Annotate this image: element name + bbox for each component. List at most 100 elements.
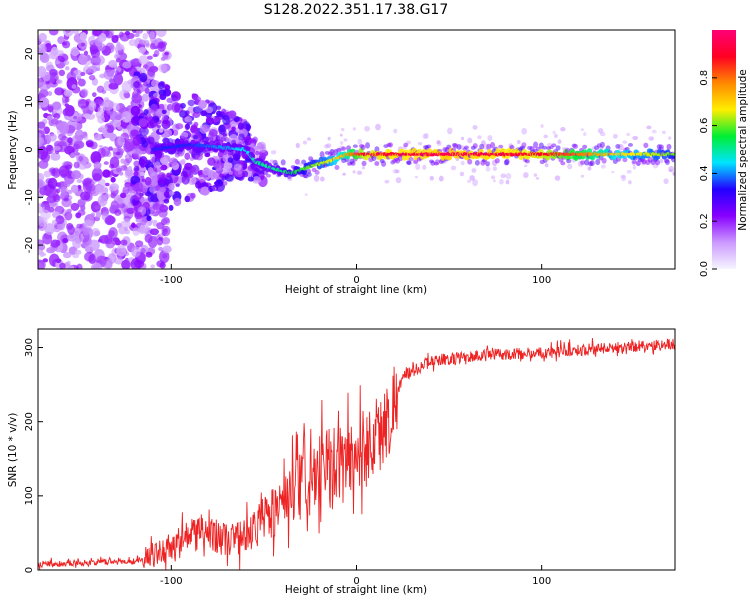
spectrogram-cell <box>223 162 233 169</box>
spectrogram-cell <box>222 114 231 126</box>
spectrogram-cell <box>119 31 124 38</box>
spectrogram-cell <box>91 227 100 237</box>
spectrogram-cell <box>474 159 480 166</box>
spectrogram-cell <box>319 151 325 158</box>
spectrogram-cell <box>71 84 77 89</box>
spectrogram-cell <box>499 178 504 185</box>
snr-y-tick-label: 100 <box>24 486 35 505</box>
spectrogram-cell <box>134 240 144 248</box>
spectrogram-cell <box>39 52 50 64</box>
spectrogram-cell <box>631 160 637 164</box>
spectrogram-cell <box>138 47 146 54</box>
spectrogram-cell <box>97 115 105 124</box>
spectrogram-cell <box>523 172 529 179</box>
spectrogram-cell <box>57 49 64 57</box>
spectrogram-cell <box>628 180 632 185</box>
spectrogram-cell <box>102 169 111 178</box>
spectrogram-cell <box>124 227 129 231</box>
spectrogram-cell <box>38 172 45 183</box>
spectrogram-cell <box>131 246 141 258</box>
spectrogram-cell <box>384 179 390 184</box>
spectrogram-cell <box>52 167 61 179</box>
spectrogram-cell <box>71 170 82 180</box>
spectrogram-cell <box>668 165 675 173</box>
spectrogram-cell <box>72 237 82 249</box>
spectrogram-cell <box>204 136 210 141</box>
spectrogram-cell <box>74 249 82 255</box>
spectrogram-cell <box>156 260 165 268</box>
snr-ylabel: SNR (10 * v/v) <box>7 413 19 488</box>
spectrogram-cell <box>228 110 237 119</box>
spectrogram-ylabel: Frequency (Hz) <box>7 110 19 189</box>
spectrogram-cell <box>103 161 109 165</box>
spectrogram-cell <box>221 108 227 115</box>
spectrogram-cell <box>106 124 115 134</box>
spectrogram-cell <box>341 146 347 151</box>
spectrogram-cell <box>163 138 169 143</box>
spectrogram-cell <box>155 135 161 140</box>
spectrogram-cell <box>179 102 186 109</box>
spectrogram-cell <box>126 207 136 215</box>
spectrogram-cell <box>498 144 504 149</box>
spectrogram-cell <box>45 144 53 152</box>
spectrogram-cell <box>163 190 170 198</box>
spectrogram-cell <box>374 161 380 166</box>
spectrogram-cell <box>436 140 442 147</box>
spectrogram-cell <box>192 111 201 119</box>
spectrogram-cell <box>329 148 335 155</box>
spectrogram-cell <box>148 31 155 39</box>
snr-y-tick-label: 200 <box>24 412 35 431</box>
spectrogram-cell <box>572 143 578 149</box>
spectrogram-cell <box>173 197 182 207</box>
spectrogram-cell <box>158 128 164 133</box>
spectrogram-cell <box>668 168 673 172</box>
spectrogram-y-tick-label: 10 <box>24 95 35 108</box>
spectrogram-cell <box>79 191 91 201</box>
spectrogram-cell <box>467 158 473 165</box>
spectrogram-cell <box>74 151 80 156</box>
spectrogram-cell <box>175 183 180 188</box>
spectrogram-cell <box>184 116 193 123</box>
spectrogram-cell <box>90 151 102 164</box>
spectrogram-cell <box>38 243 46 251</box>
spectrogram-cell <box>185 123 191 130</box>
spectrogram-cell <box>648 136 655 141</box>
spectrogram-cell <box>116 151 121 155</box>
spectrogram-cell <box>557 139 562 144</box>
spectrogram-cell <box>66 208 72 213</box>
spectrogram-cell <box>60 191 70 201</box>
spectrogram-cell <box>590 155 596 161</box>
spectrogram-cell <box>599 141 605 148</box>
spectrogram-cell <box>70 184 79 194</box>
spectrogram-cell <box>199 138 205 143</box>
spectrogram-cell <box>213 117 220 123</box>
spectrogram-cell <box>505 172 512 180</box>
spectrogram-cell <box>97 106 106 113</box>
spectrogram-cell <box>157 82 165 90</box>
spectrogram-cell <box>97 239 103 243</box>
spectrogram-cell <box>78 155 84 162</box>
spectrogram-cell <box>320 176 325 182</box>
spectrogram-cell <box>450 165 457 171</box>
spectrogram-cell <box>334 164 340 170</box>
spectrogram-cell <box>120 158 125 164</box>
spectrogram-cell <box>86 142 93 148</box>
spectrogram-cell <box>99 73 106 79</box>
spectrogram-cell <box>158 201 163 205</box>
spectrogram-cell <box>417 142 423 146</box>
spectrogram-cell <box>105 42 115 54</box>
spectrogram-cell <box>82 226 90 236</box>
spectrogram-cell <box>516 140 521 144</box>
spectrogram-cell <box>245 146 251 152</box>
spectrogram-cell <box>48 133 57 142</box>
spectrogram-cell <box>599 131 606 137</box>
spectrogram-cell <box>294 158 300 165</box>
spectrogram-cell <box>156 154 162 160</box>
spectrogram-cell <box>130 129 140 137</box>
spectrogram-cell <box>304 193 308 196</box>
spectrogram-cell <box>580 174 585 178</box>
spectrogram-cell <box>99 125 108 132</box>
spectrogram-cell <box>154 161 161 169</box>
